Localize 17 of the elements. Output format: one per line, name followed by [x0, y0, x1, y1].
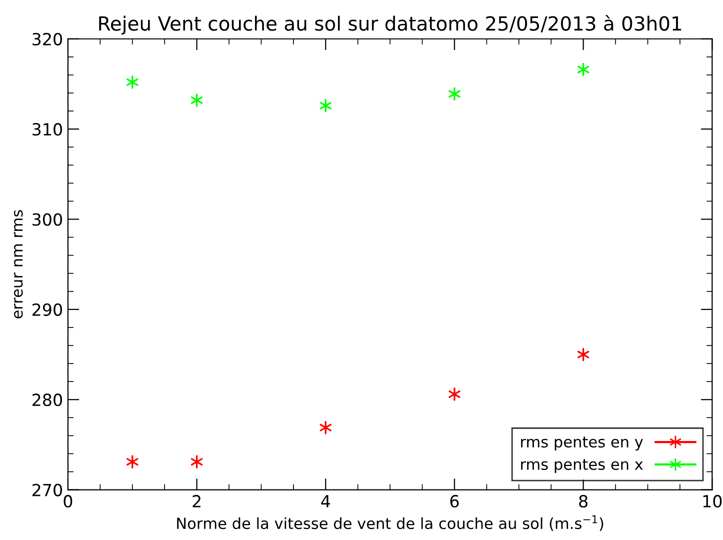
- y-tick-label: 310: [32, 123, 62, 136]
- chart-title: Rejeu Vent couche au sol sur datatomo 25/05/2013 à 03h01: [99, 14, 682, 35]
- y-tick-label: 300: [32, 213, 62, 226]
- x-tick-label: 10: [703, 494, 722, 508]
- legend-label: rms pentes en x: [521, 459, 643, 473]
- y-tick-label: 280: [32, 394, 62, 406]
- x-axis-title: Norme de la vitesse de vent de la couche au sol (m.s$^{−1}$): [177, 515, 604, 531]
- y-axis-title: erreur nm rms: [14, 210, 23, 318]
- x-tick-label: 2: [192, 494, 200, 508]
- x-tick-label: 6: [450, 494, 459, 508]
- x-tick-label: 0: [64, 494, 72, 508]
- x-tick-label: 8: [579, 494, 588, 508]
- y-tick-label: 290: [32, 303, 62, 316]
- y-tick-label: 320: [32, 32, 62, 46]
- y-tick-label: 270: [32, 484, 62, 496]
- x-tick-label: 4: [321, 495, 330, 508]
- legend-label: rms pentes en y: [521, 436, 643, 451]
